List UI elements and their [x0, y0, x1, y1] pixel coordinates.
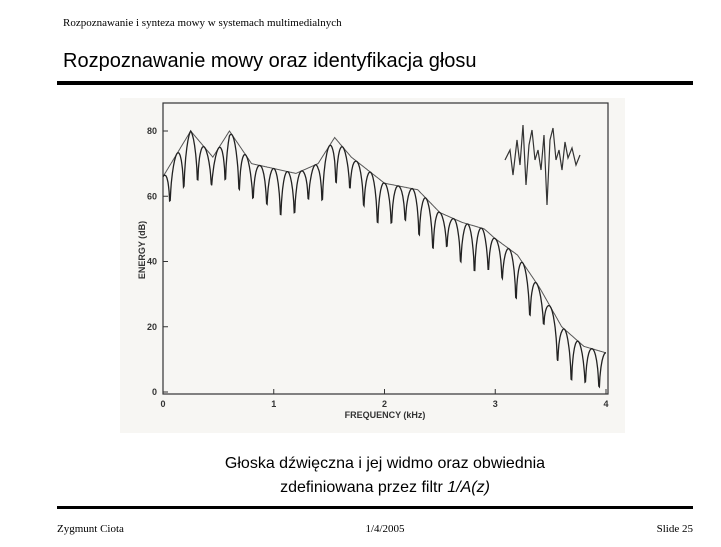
- caption-line: Głoska dźwięczna i jej widmo oraz obwied…: [225, 455, 545, 472]
- x-tick-label: 4: [603, 399, 608, 409]
- x-tick-label: 3: [493, 399, 498, 409]
- y-tick-label: 80: [147, 126, 157, 136]
- figure-background: [120, 98, 625, 433]
- y-tick-label: 40: [147, 257, 157, 267]
- footer-slide-number: Slide 25: [657, 523, 694, 535]
- title-rule: [57, 81, 693, 85]
- footer-rule: [57, 506, 693, 509]
- x-tick-label: 0: [160, 399, 165, 409]
- caption-line: zdefiniowana przez filtr 1/A(z): [280, 479, 490, 496]
- footer-date: 1/4/2005: [365, 523, 405, 535]
- waveform-inset: [504, 124, 581, 206]
- slide-subtitle: Rozpoznawanie i synteza mowy w systemach…: [63, 17, 342, 29]
- caption-formula: 1/A(z): [447, 479, 490, 496]
- y-axis-label: ENERGY (dB): [137, 221, 147, 279]
- y-tick-label: 0: [152, 387, 157, 397]
- y-tick-label: 60: [147, 191, 157, 201]
- plot-frame: [162, 102, 609, 395]
- footer-author: Zygmunt Ciota: [57, 523, 124, 535]
- y-tick-label: 20: [147, 322, 157, 332]
- caption-text: zdefiniowana przez filtr: [280, 479, 447, 496]
- x-tick-label: 1: [271, 399, 276, 409]
- speech-spectrum: [162, 129, 606, 389]
- slide-title: Rozpoznawanie mowy oraz identyfikacja gł…: [63, 50, 477, 72]
- x-tick-label: 2: [382, 399, 387, 409]
- x-axis-label: FREQUENCY (kHz): [345, 410, 426, 420]
